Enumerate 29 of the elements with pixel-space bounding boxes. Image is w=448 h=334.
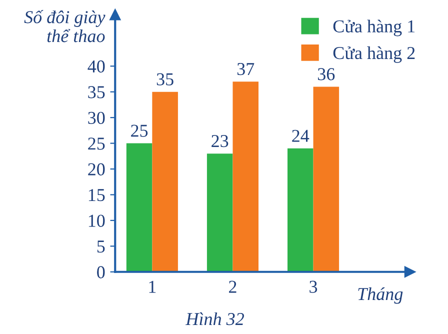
bar [232,82,258,272]
y-tick-label: 15 [88,189,105,202]
y-axis-title: Số đôi giày thể thao [24,10,106,42]
y-tick-label: 25 [88,138,105,150]
y-tick-label: 0 [97,266,105,278]
data-label: 37 [237,62,254,76]
bar [287,148,314,272]
data-label: 23 [212,134,228,148]
bar [206,154,233,272]
y-tick-label: 35 [88,86,105,98]
text: Hình 32 [186,312,244,326]
data-label: 36 [318,68,335,80]
bar [152,92,178,272]
y-tick-label: 20 [88,163,105,176]
y-tick-label: 10 [88,214,105,227]
x-tick-label: 2 [229,280,236,293]
legend-label: Cửa hàng 1 [333,20,415,36]
bar [313,86,340,272]
y-tick-label: 5 [97,240,105,253]
bar [126,143,152,272]
x-tick-label: 3 [310,280,318,293]
x-axis-title: Tháng [358,287,403,304]
y-tick-label: 30 [88,112,105,124]
y-tick-label: 40 [88,60,105,73]
x-tick-label: 1 [149,280,156,293]
legend-label: Cửa hàng 2 [333,46,415,63]
data-label: 25 [131,124,148,137]
data-label: 24 [292,130,310,142]
data-label: 35 [156,73,174,86]
